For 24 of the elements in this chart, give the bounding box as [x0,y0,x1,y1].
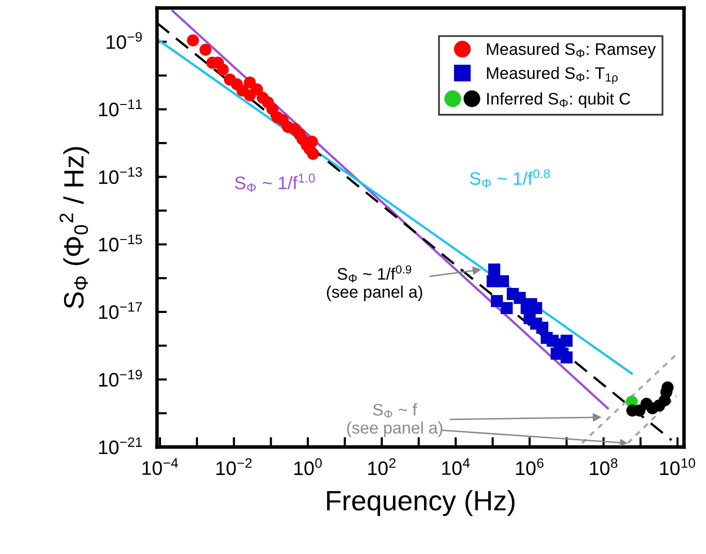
x-tick-label: 10$^{0}$ [294,458,322,476]
y-axis-title: S$_{Φ}$ (Φ$_{0}$$^{2}$ / Hz) [60,147,90,308]
legend-label: Inferred S$_{Φ}$: qubit C [487,92,630,108]
x-tick-label: 10$^{4}$ [442,458,470,476]
y-tick-label: 10$^{−11}$ [99,100,142,116]
y-tick-label: 10$^{−9}$ [106,32,142,49]
x-tick-label: 10$^{−2}$ [216,458,252,476]
x-tick-label: 10$^{8}$ [590,458,618,476]
annotation: S$_{Φ}$ ~ f (see panel a) [347,403,442,437]
text: S$_{Φ}$ ~ 1/f$^{0.8}$ [470,169,550,188]
y-tick-label: 10$^{−19}$ [99,370,142,387]
x-tick-label: 10$^{10}$ [660,458,696,476]
annotation: S$_{Φ}$ ~ 1/f$^{0.9}$ (see panel a) [326,265,422,302]
y-tick-label: 10$^{−21}$ [99,437,142,454]
legend-label: Measured S$_{Φ}$: T$_{1ρ}$ [487,66,618,84]
x-axis-title: Frequency (Hz) [327,490,514,516]
legend-label: Measured S$_{Φ}$: Ramsey [487,42,656,58]
series-label: S$_{Φ}$ ~ 1/f$^{1.0}$ [234,174,315,192]
x-tick-label: 10$^{6}$ [516,458,544,476]
y-tick-label: 10$^{−17}$ [99,302,142,319]
y-tick-label: 10$^{−13}$ [99,167,142,184]
x-tick-label: 10$^{2}$ [368,458,396,476]
y-tick-label: 10$^{−15}$ [99,234,142,252]
x-tick-label: 10$^{−4}$ [142,458,178,476]
